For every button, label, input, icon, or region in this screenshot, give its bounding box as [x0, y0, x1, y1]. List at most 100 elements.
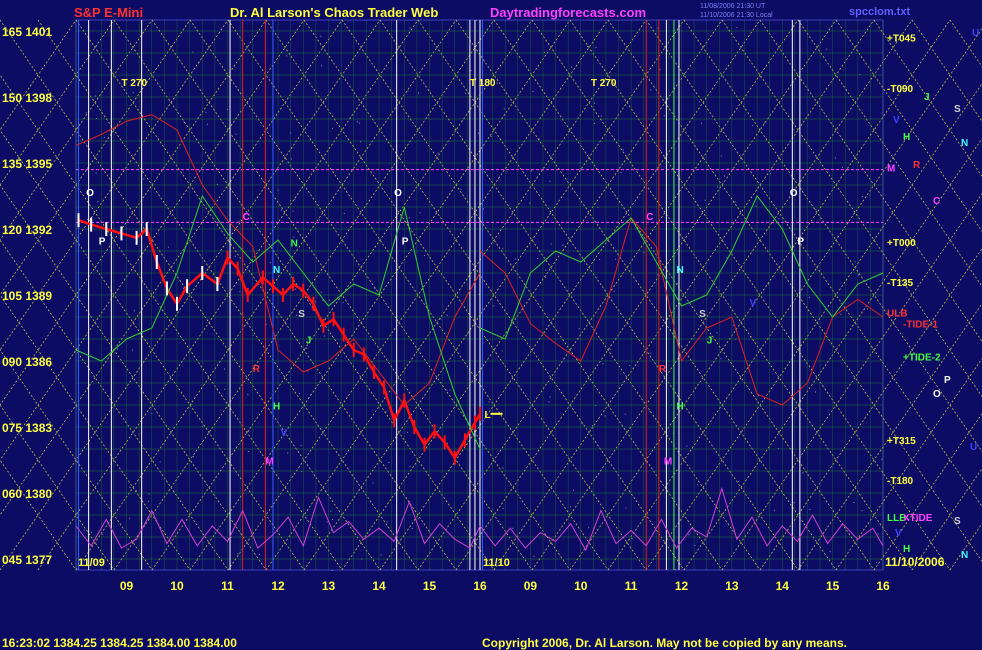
noise-dot [133, 310, 135, 312]
y-tick-label: 105 1389 [2, 289, 52, 303]
y-tick-label: 120 1392 [2, 223, 52, 237]
tide-line [379, 19, 761, 571]
date-label-day1: 11/09 [78, 557, 105, 569]
noise-dot [424, 254, 425, 256]
noise-dot [625, 507, 627, 509]
tide-line [303, 19, 685, 571]
noise-dot [475, 78, 477, 80]
noise-dot [752, 125, 754, 127]
chart-marker: V [281, 428, 288, 439]
noise-dot [374, 288, 376, 290]
noise-dot [663, 115, 665, 117]
noise-dot [562, 244, 564, 246]
noise-dot [408, 217, 410, 219]
noise-dot [578, 328, 580, 330]
tide-line [189, 19, 571, 571]
noise-dot [407, 90, 409, 92]
legend-letter: P [944, 375, 951, 386]
right-label: +T315 [887, 436, 916, 447]
noise-dot [620, 172, 622, 173]
tide-line [0, 239, 229, 571]
noise-dot [877, 533, 879, 535]
tide-line [0, 19, 381, 571]
right-label: LLB [887, 513, 906, 524]
x-tick-label: 13 [322, 579, 336, 593]
tide-line [493, 19, 875, 571]
noise-dot [326, 521, 328, 523]
x-tick-label: 13 [725, 579, 739, 593]
legend-letter: U [972, 28, 979, 39]
date-label-day2: 11/10 [483, 557, 510, 569]
tide-line [949, 19, 982, 67]
noise-dot [385, 411, 387, 413]
legend-letter: S [954, 104, 961, 115]
legend-letter: V [893, 115, 900, 126]
tide-line [189, 19, 571, 571]
noise-dot [659, 69, 661, 71]
chart-marker: J [306, 335, 312, 346]
x-tick-label: 11 [221, 579, 234, 593]
noise-dot [834, 157, 836, 159]
noise-dot [650, 352, 652, 354]
y-tick-label: 165 1401 [2, 25, 52, 39]
noise-dot [650, 89, 652, 91]
noise-dot [91, 531, 92, 533]
legend-letter: J [924, 92, 930, 103]
noise-dot [205, 111, 207, 113]
noise-dot [295, 288, 297, 290]
noise-dot [117, 348, 118, 350]
noise-dot [595, 47, 597, 48]
noise-dot [657, 27, 659, 29]
site-link[interactable]: Daytradingforecasts.com [490, 5, 647, 20]
noise-dot [306, 347, 308, 349]
noise-dot [717, 186, 718, 188]
chart-marker: P [402, 236, 409, 247]
right-label: ULB [887, 309, 908, 320]
noise-dot [318, 219, 320, 221]
noise-dot [826, 48, 828, 50]
noise-dot [732, 324, 734, 326]
noise-dot [502, 248, 504, 250]
noise-dot [532, 91, 534, 93]
legend-letter: N [961, 550, 968, 561]
noise-dot [550, 243, 552, 245]
right-label: -T090 [887, 84, 914, 95]
tide-line [0, 19, 381, 571]
noise-dot [604, 415, 606, 417]
noise-dot [207, 123, 208, 125]
y-tick-label: 135 1395 [2, 157, 52, 171]
noise-dot [143, 178, 145, 180]
x-tick-label: 16 [876, 579, 890, 593]
tide-line [911, 19, 982, 122]
noise-dot [837, 235, 839, 237]
noise-dot [307, 370, 309, 372]
tide-line [493, 19, 875, 571]
copyright: Copyright 2006, Dr. Al Larson. May not b… [482, 636, 847, 650]
noise-dot [529, 202, 531, 204]
noise-dot [372, 482, 374, 484]
noise-dot [461, 120, 463, 122]
noise-dot [615, 258, 617, 260]
noise-dot [595, 405, 597, 406]
noise-dot [449, 389, 451, 391]
noise-dot [300, 445, 302, 447]
noise-dot [183, 287, 184, 289]
chart-marker: P [797, 236, 804, 247]
tide-line [645, 83, 982, 571]
chart-marker: M [265, 456, 273, 467]
noise-dot [802, 472, 804, 474]
noise-dot [446, 389, 448, 391]
noise-dot [684, 73, 685, 75]
noise-dot [193, 455, 194, 457]
x-tick-label: 14 [372, 579, 386, 593]
noise-dot [533, 555, 535, 557]
tide-line [569, 19, 951, 571]
last-price-label: L [485, 410, 491, 421]
noise-dot [437, 152, 439, 154]
cycle-line [75, 495, 481, 549]
noise-dot [593, 102, 595, 104]
x-tick-label: 15 [423, 579, 437, 593]
noise-dot [629, 365, 631, 366]
noise-dot [132, 92, 134, 94]
x-tick-label: 09 [524, 579, 538, 593]
